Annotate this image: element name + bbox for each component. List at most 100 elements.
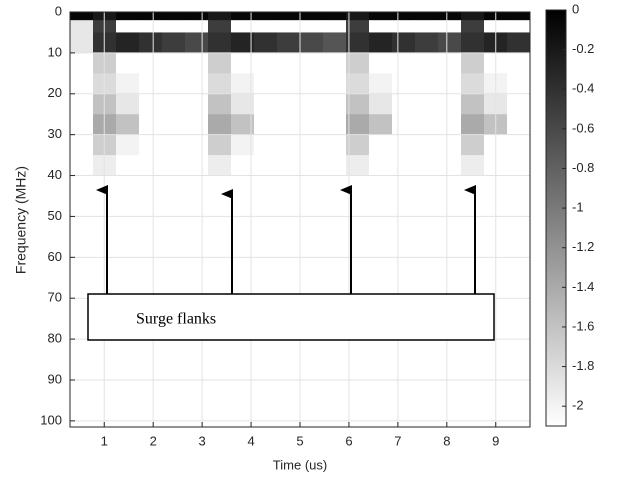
cell: [208, 52, 232, 74]
cell: [461, 339, 485, 381]
cell: [277, 20, 301, 33]
cell: [208, 339, 232, 381]
cell: [208, 155, 232, 177]
cell: [415, 20, 439, 33]
cell: [185, 12, 209, 21]
cell: [392, 216, 416, 258]
cell: [231, 114, 255, 136]
cell: [300, 216, 324, 258]
cell: [162, 93, 186, 115]
cell: [346, 12, 370, 21]
cell: [461, 114, 485, 136]
cell: [277, 257, 301, 299]
cell: [507, 114, 531, 136]
cell: [231, 93, 255, 115]
cell: [346, 155, 370, 177]
cell: [139, 134, 163, 156]
cell: [185, 93, 209, 115]
cell: [70, 12, 94, 21]
cell: [507, 298, 531, 340]
cell: [139, 52, 163, 74]
cell: [300, 12, 324, 21]
cell: [208, 12, 232, 21]
cell: [300, 52, 324, 74]
cell: [392, 32, 416, 54]
cell: [162, 134, 186, 156]
cell: [139, 12, 163, 21]
x-tick-label: 4: [247, 433, 254, 448]
colorbar-tick-label: -1.4: [572, 279, 594, 294]
cell: [507, 52, 531, 74]
cell: [116, 216, 140, 258]
cell: [254, 93, 278, 115]
cell: [231, 216, 255, 258]
cell: [139, 216, 163, 258]
cell: [323, 20, 347, 33]
cell: [323, 175, 347, 217]
cell: [392, 155, 416, 177]
cell: [139, 257, 163, 299]
cell: [461, 379, 485, 428]
y-tick-label: 100: [40, 412, 62, 427]
y-axis-label: Frequency (MHz): [13, 166, 29, 274]
cell: [254, 114, 278, 136]
y-tick-label: 40: [48, 167, 62, 182]
cell: [415, 175, 439, 217]
cell: [277, 155, 301, 177]
cell: [162, 32, 186, 54]
cell: [438, 339, 462, 381]
cell: [185, 257, 209, 299]
x-tick-label: 6: [345, 433, 352, 448]
colorbar-tick-label: -1.2: [572, 239, 594, 254]
cell: [323, 52, 347, 74]
cell: [507, 93, 531, 115]
cell: [461, 93, 485, 115]
cell: [323, 257, 347, 299]
cell: [415, 339, 439, 381]
cell: [70, 73, 94, 95]
cell: [208, 257, 232, 299]
cell: [254, 155, 278, 177]
cell: [438, 114, 462, 136]
colorbar-tick-label: -0.4: [572, 81, 594, 96]
annotation-box: [87, 293, 495, 341]
cell: [369, 114, 393, 136]
y-tick-label: 10: [48, 44, 62, 59]
cell: [392, 52, 416, 74]
cell: [254, 134, 278, 156]
cell: [300, 134, 324, 156]
cell: [346, 175, 370, 217]
cell: [254, 175, 278, 217]
cell: [116, 257, 140, 299]
cell: [185, 175, 209, 217]
cell: [162, 216, 186, 258]
cell: [254, 20, 278, 33]
cell: [277, 134, 301, 156]
cell: [254, 52, 278, 74]
x-tick-label: 5: [296, 433, 303, 448]
cell: [116, 175, 140, 217]
cell: [70, 32, 94, 54]
cell: [116, 32, 140, 54]
cell: [277, 73, 301, 95]
colorbar: [545, 9, 567, 427]
cell: [300, 73, 324, 95]
cell: [185, 114, 209, 136]
cell: [323, 114, 347, 136]
cell: [277, 93, 301, 115]
cell: [369, 339, 393, 381]
cell: [323, 155, 347, 177]
y-tick-label: 90: [48, 371, 62, 386]
cell: [70, 155, 94, 177]
y-tick-label: 20: [48, 85, 62, 100]
cell: [369, 12, 393, 21]
cell: [461, 155, 485, 177]
cell: [438, 155, 462, 177]
cell: [116, 155, 140, 177]
cell: [139, 155, 163, 177]
cell: [438, 257, 462, 299]
cell: [415, 114, 439, 136]
cell: [277, 114, 301, 136]
cell: [323, 339, 347, 381]
cell: [116, 12, 140, 21]
